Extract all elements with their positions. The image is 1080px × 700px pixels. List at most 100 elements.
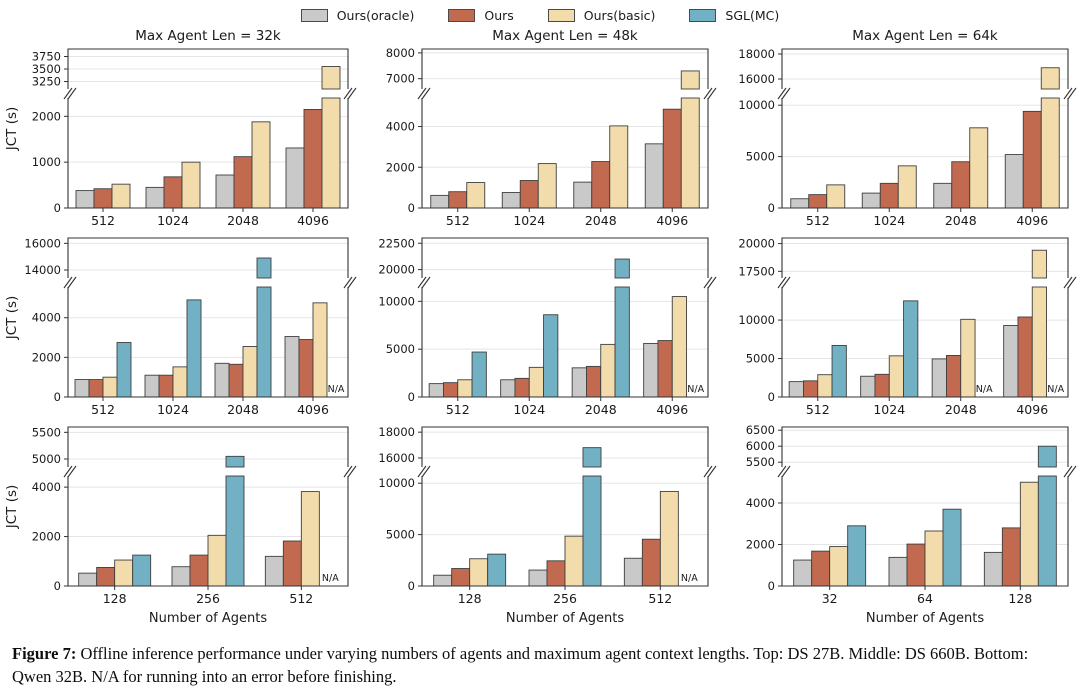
- bar: [96, 567, 116, 587]
- chart-svg: N/A 14000 16000 0 2000 4000 512 1024 2048 4096 JCT…: [4, 236, 357, 417]
- x-tick-label: 1024: [873, 213, 905, 228]
- y-tick-label: 5000: [386, 528, 415, 542]
- lower-axis-spine: [67, 287, 349, 398]
- legend-item-0: Ours(oracle): [300, 8, 415, 23]
- bar: [189, 554, 209, 587]
- bar: [214, 362, 230, 398]
- bar: [181, 161, 201, 209]
- bar-upper-segment: [680, 70, 700, 90]
- bar-upper-segment: [1037, 445, 1057, 468]
- x-tick-label: 128: [103, 591, 127, 606]
- axis-break-icon: [703, 87, 713, 100]
- figure-caption: Figure 7: Offline inference performance …: [12, 642, 1066, 689]
- bar: [300, 491, 320, 587]
- axis-break-icon: [1063, 276, 1073, 289]
- bar: [546, 560, 566, 587]
- bar: [1019, 481, 1039, 587]
- axis-break-icon: [707, 276, 717, 289]
- bar-lower-segment: [1031, 286, 1048, 398]
- chart-cell-r1c0: N/A 14000 16000 0 2000 4000 512 1024 2048 4096 JCT…: [0, 230, 360, 419]
- legend-label: Ours(oracle): [336, 8, 415, 23]
- chart-svg: 16000 18000 0 5000 10000 512 1024 2048 4096 Max A…: [738, 28, 1077, 228]
- bar: [903, 300, 919, 398]
- upper-axis-spine: [781, 237, 1069, 278]
- y-tick-label: 0: [768, 579, 775, 593]
- chart-svg: 5500 6000 6500 0 2000 4000 32 64 128 Number of Ag…: [746, 423, 1077, 626]
- bar-upper-segment: [321, 66, 341, 90]
- bar: [831, 345, 847, 398]
- axis-break-icon: [1063, 87, 1073, 100]
- chart-title: Max Agent Len = 48k: [492, 28, 638, 44]
- legend-label: Ours: [484, 8, 514, 23]
- na-label: N/A: [322, 573, 339, 584]
- bar-upper-segment: [225, 455, 245, 468]
- x-tick-label: 2048: [585, 402, 617, 417]
- y-tick-label: 3250: [32, 75, 61, 89]
- y-tick-label: 17500: [738, 264, 775, 278]
- y-tick-label: 7000: [386, 72, 415, 86]
- axis-break-icon: [421, 276, 431, 289]
- y-tick-label: 6500: [746, 423, 775, 437]
- bar: [78, 572, 98, 587]
- bar: [879, 182, 899, 209]
- axis-break-icon: [707, 465, 717, 478]
- y-tick-label: 16000: [24, 236, 61, 250]
- bar: [251, 121, 271, 209]
- bar: [793, 559, 813, 587]
- axis-break-icon: [781, 276, 791, 289]
- legend-label: Ours(basic): [583, 8, 656, 23]
- y-tick-label: 5000: [746, 150, 775, 164]
- bar: [644, 143, 664, 209]
- bar: [1022, 110, 1042, 209]
- y-tick-label: 2000: [32, 350, 61, 364]
- y-tick-label: 10000: [738, 313, 775, 327]
- bar: [457, 379, 473, 398]
- bar: [528, 569, 548, 587]
- bar: [282, 540, 302, 587]
- bar: [172, 366, 188, 398]
- bar: [303, 109, 323, 209]
- bar: [500, 379, 516, 398]
- axis-break-icon: [67, 276, 77, 289]
- x-tick-label: 32: [822, 591, 838, 606]
- lower-axis-spine: [421, 98, 709, 209]
- y-tick-label: 1000: [32, 155, 61, 169]
- axis-break-icon: [421, 87, 431, 100]
- figure-caption-text: Offline inference performance under vary…: [12, 644, 1029, 687]
- chart-svg: N/A N/A 17500 20000 0 5000 10000 512 1024 2048 409…: [738, 237, 1077, 417]
- y-tick-label: 18000: [738, 47, 775, 61]
- legend-item-1: Ours: [448, 8, 514, 23]
- axis-break-icon: [347, 465, 357, 478]
- y-tick-label: 18000: [378, 425, 415, 439]
- bar: [88, 379, 104, 398]
- y-tick-label: 16000: [738, 72, 775, 86]
- y-tick-label: 8000: [386, 46, 415, 60]
- lower-axis-spine: [421, 287, 709, 398]
- x-tick-label: 1024: [157, 213, 189, 228]
- na-label: N/A: [976, 384, 993, 395]
- bar-lower-segment: [680, 97, 700, 209]
- chart-svg: 7000 8000 0 2000 4000 512 1024 2048 4096 Max Agen…: [386, 28, 717, 228]
- axis-break-icon: [1063, 465, 1073, 478]
- bar-lower-segment: [614, 286, 630, 398]
- axis-break-icon: [781, 465, 791, 478]
- axis-break-icon: [63, 276, 73, 289]
- x-tick-label: 4096: [297, 213, 329, 228]
- bar: [312, 302, 328, 398]
- bar: [163, 176, 183, 209]
- chart-cell-r2c0: N/A 5000 5500 0 2000 4000 128 256 512 Number of A…: [0, 419, 360, 628]
- y-tick-label: 3750: [32, 50, 61, 64]
- bar: [466, 182, 486, 209]
- y-tick-label: 5500: [32, 425, 61, 439]
- y-tick-label: 3500: [32, 62, 61, 76]
- axis-break-icon: [343, 276, 353, 289]
- axis-break-icon: [343, 87, 353, 100]
- axis-break-icon: [777, 465, 787, 478]
- bar: [75, 190, 95, 209]
- bar: [802, 380, 819, 398]
- x-tick-label: 2048: [227, 213, 259, 228]
- bar: [528, 366, 545, 398]
- y-tick-label: 5000: [386, 342, 415, 356]
- bar: [144, 374, 160, 398]
- axis-break-icon: [707, 87, 717, 100]
